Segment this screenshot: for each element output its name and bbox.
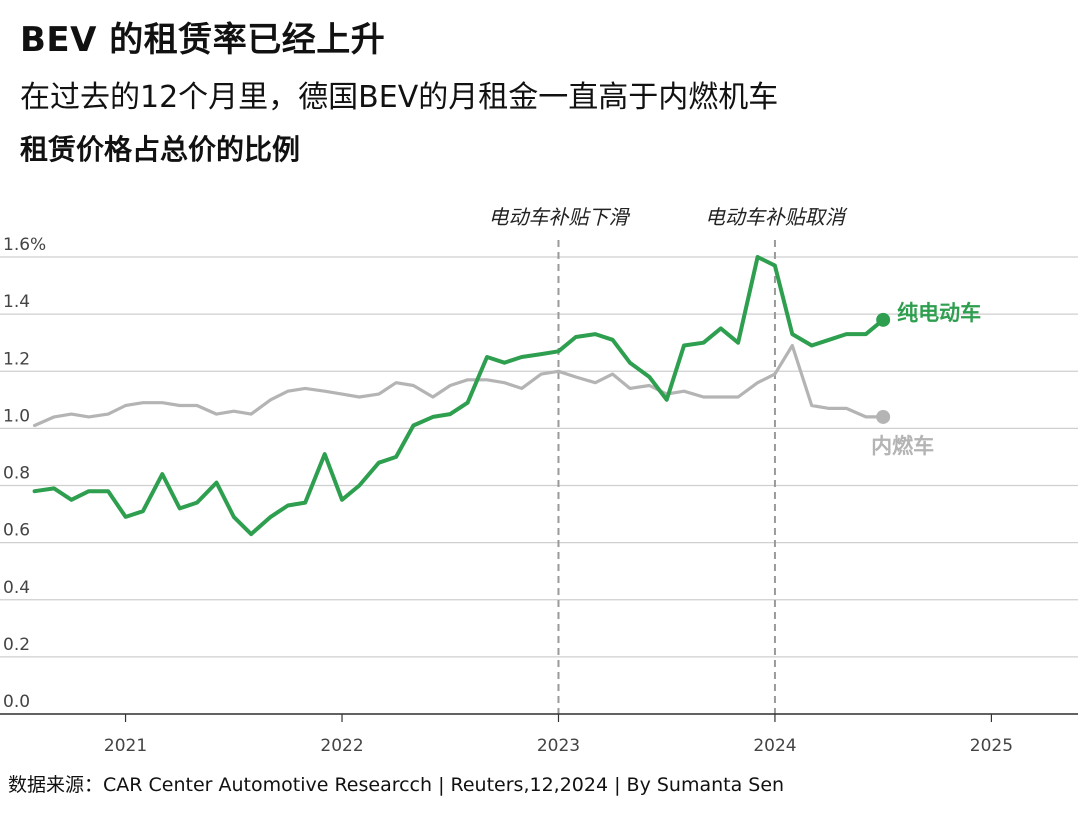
- y-tick-label: 0.8: [3, 464, 30, 484]
- x-tick-label: 2023: [537, 736, 580, 756]
- y-tick-label: 0.4: [3, 578, 30, 598]
- y-tick-label: 1.4: [3, 292, 30, 312]
- series-end-point-ice: [876, 409, 891, 424]
- series-label-ice: 内燃车: [871, 434, 934, 458]
- y-tick-label: 0.2: [3, 635, 30, 655]
- y-tick-label: 1.6%: [3, 235, 46, 255]
- x-tick-label: 2025: [970, 736, 1013, 756]
- x-axis: 2021 2022 2023 2024 2025: [0, 713, 1078, 756]
- series-line-bev: [32, 255, 886, 537]
- x-tick-label: 2024: [753, 736, 796, 756]
- gridlines: 0.0 0.2 0.4 0.6 0.8 1.0 1.2 1.4 1.6%: [0, 235, 1078, 715]
- annotations: 电动车补贴下滑 电动车补贴取消: [488, 205, 848, 714]
- y-tick-label: 0.0: [3, 692, 30, 712]
- y-tick-label: 1.0: [3, 406, 30, 426]
- series-lines: 内燃车 纯电动车: [32, 255, 981, 537]
- source-note: 数据来源：CAR Center Automotive Researcch | R…: [8, 774, 785, 796]
- chart-title: BEV 的租赁率已经上升: [20, 20, 386, 60]
- y-tick-label: 1.2: [3, 349, 30, 369]
- chart-measure-label: 租赁价格占总价的比例: [20, 133, 301, 166]
- x-tick-label: 2021: [104, 736, 147, 756]
- annotation-label: 电动车补贴取消: [705, 205, 848, 229]
- series-line-ice: [32, 343, 885, 428]
- x-tick-label: 2022: [320, 736, 363, 756]
- annotation-label: 电动车补贴下滑: [488, 205, 630, 229]
- series-end-point-bev: [876, 312, 891, 327]
- series-label-bev: 纯电动车: [897, 301, 981, 325]
- chart-subtitle: 在过去的12个月里，德国BEV的月租金一直高于内燃机车: [20, 80, 779, 115]
- y-tick-label: 0.6: [3, 521, 30, 541]
